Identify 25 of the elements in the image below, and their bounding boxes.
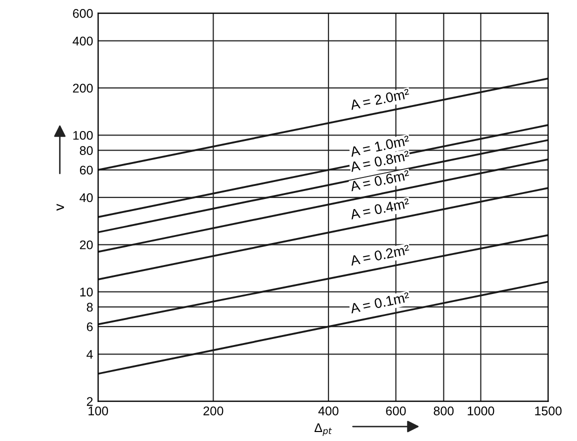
text: A = 2.0m² [350,88,410,110]
y-tick-label: 6 [86,322,93,332]
x-tick-label: 200 [203,406,224,416]
y-tick-label: 2 [86,397,93,406]
x-tick-label: 1500 [535,406,562,416]
y-tick-label: 4 [86,350,93,359]
x-tick-label: 400 [318,406,338,416]
y-tick-label: 8 [86,302,93,312]
y-tick-label: 80 [80,146,93,155]
y-tick-label: 20 [80,240,93,250]
x-tick-label: 800 [434,406,454,416]
text: A = 0.1m² [350,292,410,314]
y-tick-label: 400 [72,36,93,46]
text: A = 0.4m² [350,198,410,220]
x-tick-label: 600 [386,406,406,416]
y-tick-label: 60 [80,166,93,175]
y-axis-title: v [56,204,64,211]
x-axis-title: Δ$_{pt}$ [314,423,332,436]
y-tick-label: 600 [73,9,93,18]
y-tick-label: 100 [73,130,93,140]
y-tick-label: 200 [73,84,93,93]
x-tick-label: 1000 [468,406,494,416]
y-tick-label: 40 [80,193,93,202]
text: A = 0.2m² [350,244,410,266]
y-tick-label: 10 [80,288,93,296]
